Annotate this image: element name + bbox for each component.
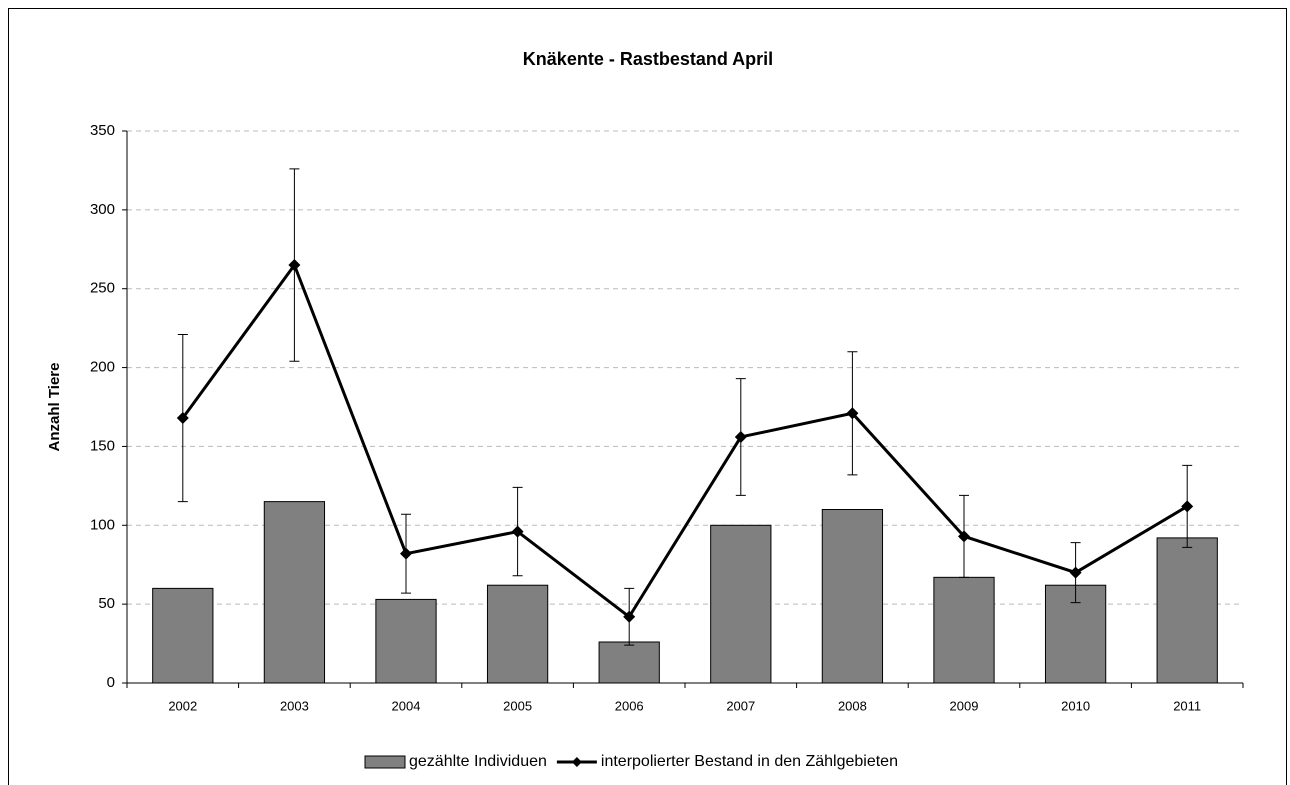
bar bbox=[933, 576, 995, 684]
bar bbox=[598, 641, 660, 684]
y-tick-label: 100 bbox=[90, 516, 115, 533]
bar bbox=[710, 524, 772, 684]
marker bbox=[511, 525, 524, 538]
bar bbox=[263, 501, 326, 684]
y-tick-label: 0 bbox=[107, 674, 115, 691]
x-tick-label: 2010 bbox=[1061, 698, 1090, 713]
bar bbox=[486, 584, 549, 684]
bar bbox=[375, 598, 437, 684]
marker bbox=[623, 610, 636, 623]
marker bbox=[1181, 500, 1194, 513]
x-tick-label: 2011 bbox=[1173, 698, 1201, 713]
y-tick-label: 300 bbox=[90, 201, 115, 218]
x-tick-label: 2004 bbox=[392, 698, 421, 713]
legend-marker bbox=[571, 757, 582, 767]
chart-title: Knäkente - Rastbestand April bbox=[523, 49, 773, 69]
legend-label: gezählte Individuen bbox=[409, 753, 547, 770]
x-tick-label: 2006 bbox=[615, 698, 644, 713]
y-axis-label: Anzahl Tiere bbox=[46, 363, 63, 452]
x-tick-label: 2007 bbox=[726, 698, 755, 713]
x-tick-label: 2008 bbox=[838, 698, 867, 713]
bar bbox=[1156, 537, 1218, 684]
marker bbox=[1069, 566, 1082, 579]
legend-label: interpolierter Bestand in den Zählgebiet… bbox=[601, 753, 898, 770]
x-tick-label: 2009 bbox=[950, 698, 979, 713]
marker bbox=[176, 412, 189, 425]
y-tick-label: 150 bbox=[90, 437, 115, 454]
line bbox=[181, 261, 1188, 619]
marker bbox=[958, 530, 970, 543]
x-tick-label: 2003 bbox=[280, 698, 309, 713]
marker bbox=[288, 259, 301, 272]
bar bbox=[821, 509, 884, 684]
legend-swatch bbox=[364, 755, 406, 769]
marker bbox=[846, 407, 859, 420]
y-tick-label: 50 bbox=[98, 595, 115, 612]
x-tick-label: 2005 bbox=[503, 698, 532, 713]
y-tick-label: 200 bbox=[90, 359, 115, 376]
y-tick-label: 350 bbox=[90, 122, 115, 139]
x-tick-label: 2002 bbox=[168, 698, 197, 713]
marker bbox=[734, 430, 747, 443]
bar bbox=[152, 587, 214, 684]
marker bbox=[400, 547, 412, 560]
y-tick-label: 250 bbox=[90, 280, 115, 297]
